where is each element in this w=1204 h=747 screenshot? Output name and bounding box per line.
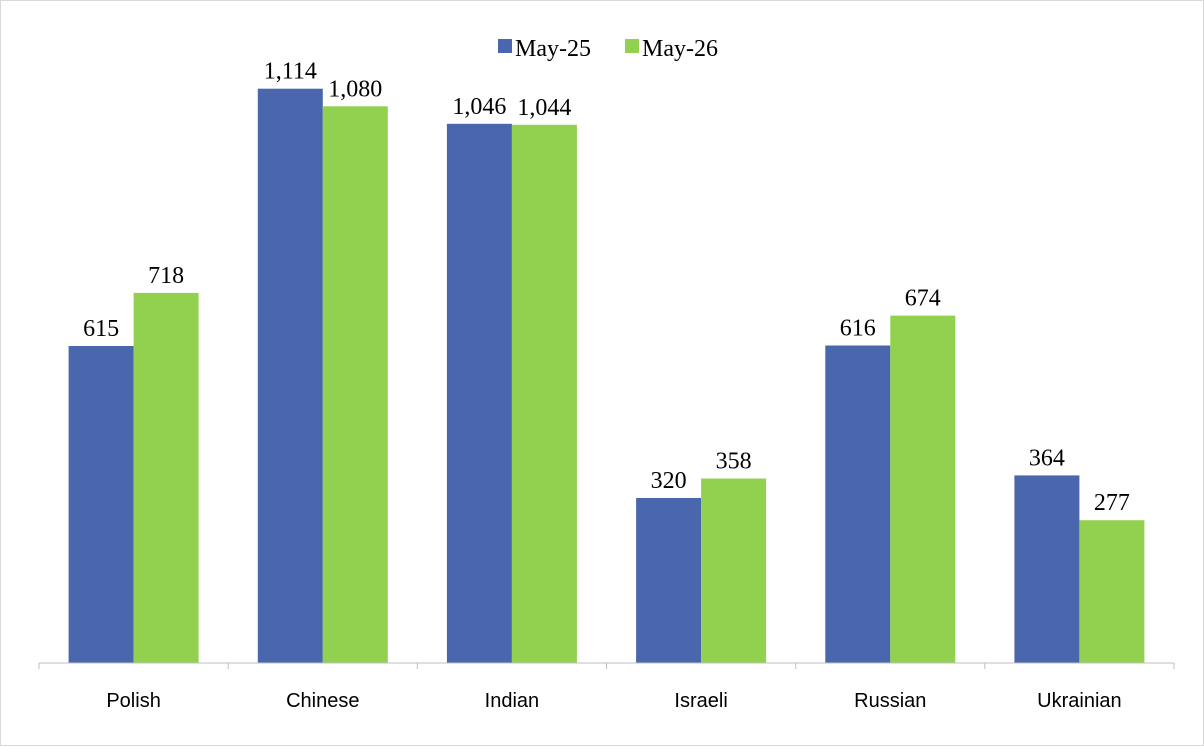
bar-indian-may-25 xyxy=(446,123,512,664)
bar-russian-may-25 xyxy=(825,345,891,663)
x-tick-label-ukrainian: Ukrainian xyxy=(1037,690,1121,712)
bars-group xyxy=(68,88,1145,664)
data-label-israeli-may-25: 320 xyxy=(651,468,687,494)
x-axis: Polish Chinese Indian Israeli Russian Ukraini… xyxy=(38,662,1175,712)
data-label-ukrainian-may-25: 364 xyxy=(1029,445,1065,471)
data-label-russian-may-26: 674 xyxy=(905,286,941,312)
data-label-polish-may-26: 718 xyxy=(148,263,184,289)
data-label-russian-may-25: 616 xyxy=(840,316,876,342)
data-labels-group: 615 718 1,114 1,080 1,046 1,044 320 358 616 674 36… xyxy=(83,59,1130,517)
legend-label-may-25: May-25 xyxy=(515,36,591,62)
data-label-chinese-may-26: 1,080 xyxy=(328,76,382,102)
legend-swatch-may-25 xyxy=(498,39,512,53)
data-label-ukrainian-may-26: 277 xyxy=(1094,490,1130,516)
x-tick-label-chinese: Chinese xyxy=(286,690,359,712)
data-label-chinese-may-25: 1,114 xyxy=(264,59,317,85)
bar-chinese-may-25 xyxy=(257,88,323,663)
data-label-israeli-may-26: 358 xyxy=(716,449,752,475)
bar-ukrainian-may-25 xyxy=(1014,475,1080,663)
data-label-indian-may-26: 1,044 xyxy=(517,95,571,121)
bar-russian-may-26 xyxy=(890,315,956,663)
bar-ukrainian-may-26 xyxy=(1079,520,1145,663)
bar-israeli-may-25 xyxy=(636,498,702,663)
legend-label-may-26: May-26 xyxy=(642,36,718,62)
bar-israeli-may-26 xyxy=(701,478,767,663)
bar-polish-may-26 xyxy=(133,292,199,663)
x-tick-label-polish: Polish xyxy=(106,690,160,712)
legend: May-25 May-26 xyxy=(498,36,718,62)
data-label-polish-may-25: 615 xyxy=(83,316,119,342)
legend-swatch-may-26 xyxy=(625,39,639,53)
data-label-indian-may-25: 1,046 xyxy=(452,94,506,120)
bar-indian-may-26 xyxy=(511,124,577,664)
bar-chinese-may-26 xyxy=(322,106,388,664)
bar-polish-may-25 xyxy=(68,346,134,663)
x-tick-label-indian: Indian xyxy=(485,690,540,712)
x-tick-label-israeli: Israeli xyxy=(674,690,727,712)
x-tick-label-russian: Russian xyxy=(854,690,926,712)
